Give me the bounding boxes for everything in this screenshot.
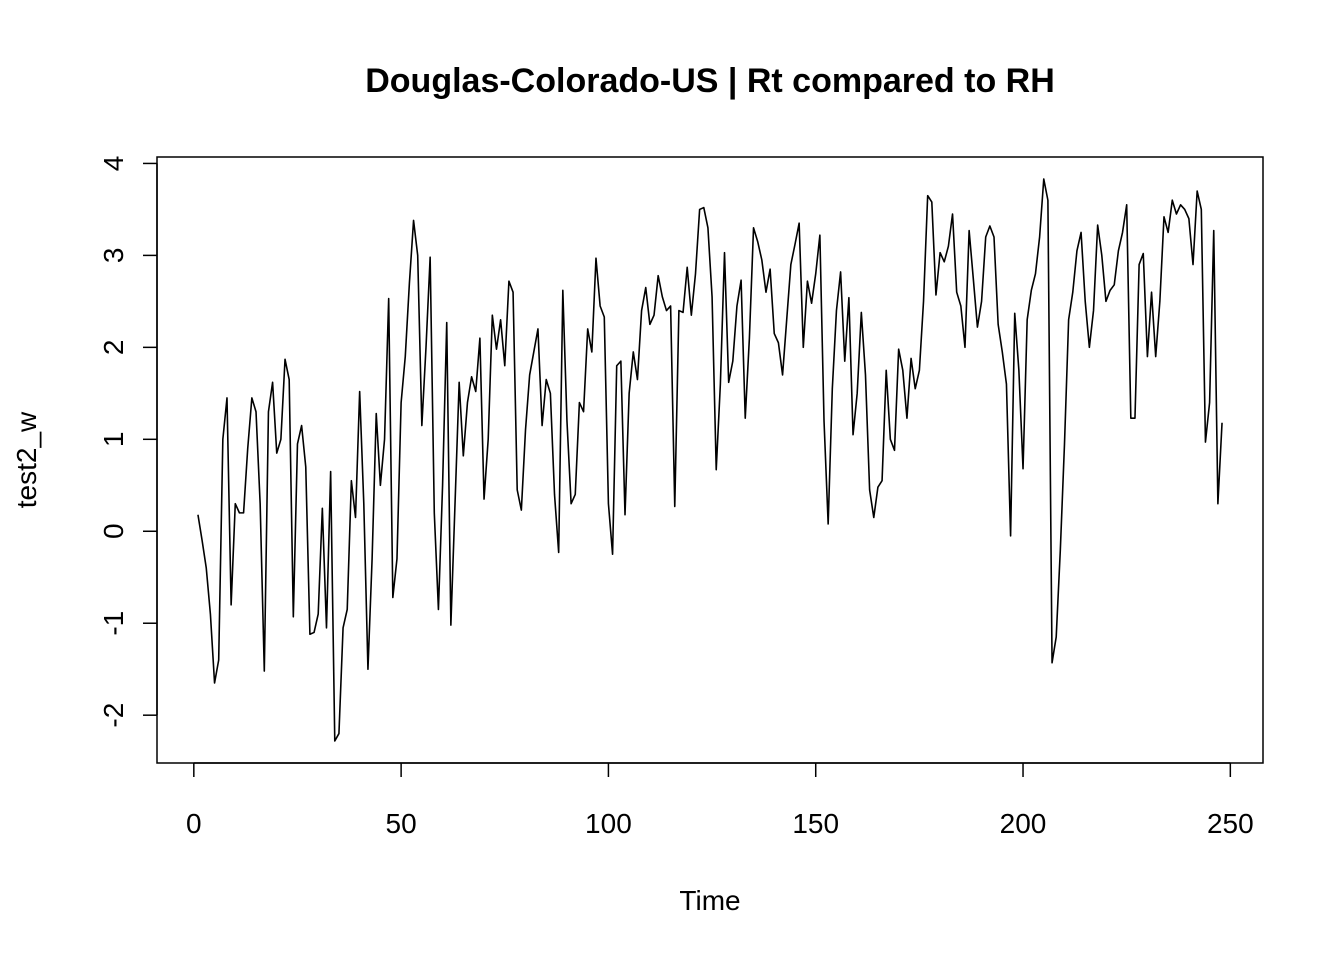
y-tick-label: 4: [98, 156, 129, 172]
series-line: [197, 178, 1223, 742]
y-tick-label: 3: [98, 248, 129, 264]
y-tick-label: 2: [98, 340, 129, 356]
y-tick-label: 0: [98, 523, 129, 539]
x-tick-label: 200: [1000, 808, 1047, 839]
x-tick-label: 150: [792, 808, 839, 839]
y-tick-label: 1: [98, 432, 129, 448]
y-axis-label: test2_w: [11, 411, 42, 508]
y-tick-label: -2: [98, 703, 129, 728]
y-tick-label: -1: [98, 611, 129, 636]
x-tick-label: 0: [186, 808, 202, 839]
x-tick-label: 100: [585, 808, 632, 839]
x-tick-label: 50: [386, 808, 417, 839]
x-tick-label: 250: [1207, 808, 1254, 839]
x-axis-label: Time: [679, 885, 740, 916]
chart-title: Douglas-Colorado-US | Rt compared to RH: [365, 62, 1055, 100]
